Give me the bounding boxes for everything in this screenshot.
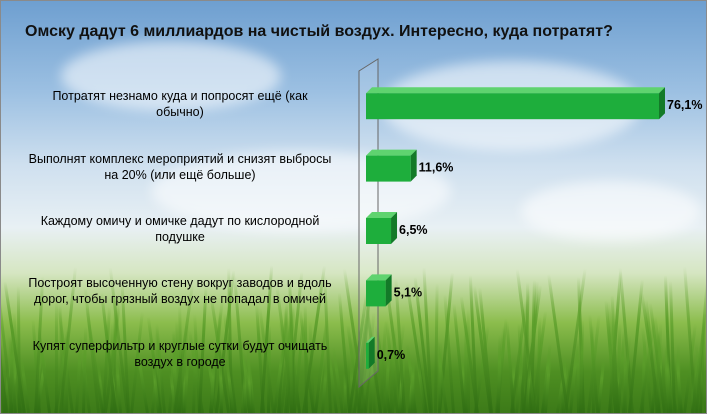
category-label: Выполнят комплекс мероприятий и снизят в… (5, 151, 355, 183)
bar-side-face (368, 336, 375, 369)
bar (366, 87, 665, 120)
cloud (61, 41, 281, 111)
bar-front-face (366, 155, 411, 182)
category-label: Купят суперфильтр и круглые сутки будут … (5, 338, 355, 370)
category-label: Потратят незнамо куда и попросят ещё (ка… (5, 88, 355, 120)
bar-front-face (366, 93, 659, 120)
bar-front-face (366, 280, 386, 307)
bar-side-face (385, 274, 392, 307)
bar (366, 274, 392, 307)
bar-top-face (366, 336, 375, 343)
category-label-line: дорог, чтобы грязный воздух не попадал в… (34, 292, 326, 307)
bar-top-face (366, 274, 392, 281)
category-label: Построят высоченную стену вокруг заводов… (5, 275, 355, 307)
category-label-line: Построят высоченную стену вокруг заводов… (28, 276, 332, 291)
bar (366, 149, 417, 182)
data-label: 6,5% (399, 223, 428, 237)
category-label-line: обычно) (156, 105, 204, 120)
data-label: 5,1% (394, 285, 423, 299)
bar-side-face (410, 149, 417, 182)
chart-title: Омску дадут 6 миллиардов на чистый возду… (25, 23, 613, 40)
bar-side-face (391, 212, 398, 244)
bar-side-face (659, 87, 665, 120)
data-label: 11,6% (419, 161, 454, 175)
category-label-line: на 20% (или ещё больше) (104, 167, 256, 182)
category-label-line: Потратят незнамо куда и попросят ещё (ка… (52, 89, 308, 104)
bar-front-face (366, 342, 369, 369)
category-label: Каждому омичу и омичке дадут по кислород… (5, 213, 355, 245)
data-label: 0,7% (377, 348, 406, 362)
data-label: 76,1% (667, 98, 702, 112)
bar (366, 212, 398, 244)
category-label-line: Купят суперфильтр и круглые сутки будут … (32, 338, 328, 353)
bar (366, 336, 375, 369)
category-label-line: воздух в городе (134, 354, 226, 369)
bar-top-face (366, 87, 665, 94)
category-label-line: Каждому омичу и омичке дадут по кислород… (40, 214, 320, 228)
bar-top-face (366, 212, 398, 218)
cloud (521, 181, 701, 241)
category-label-line: подушке (155, 230, 205, 244)
bar-front-face (366, 218, 392, 244)
bar-top-face (366, 149, 417, 156)
category-label-line: Выполнят комплекс мероприятий и снизят в… (28, 151, 332, 166)
